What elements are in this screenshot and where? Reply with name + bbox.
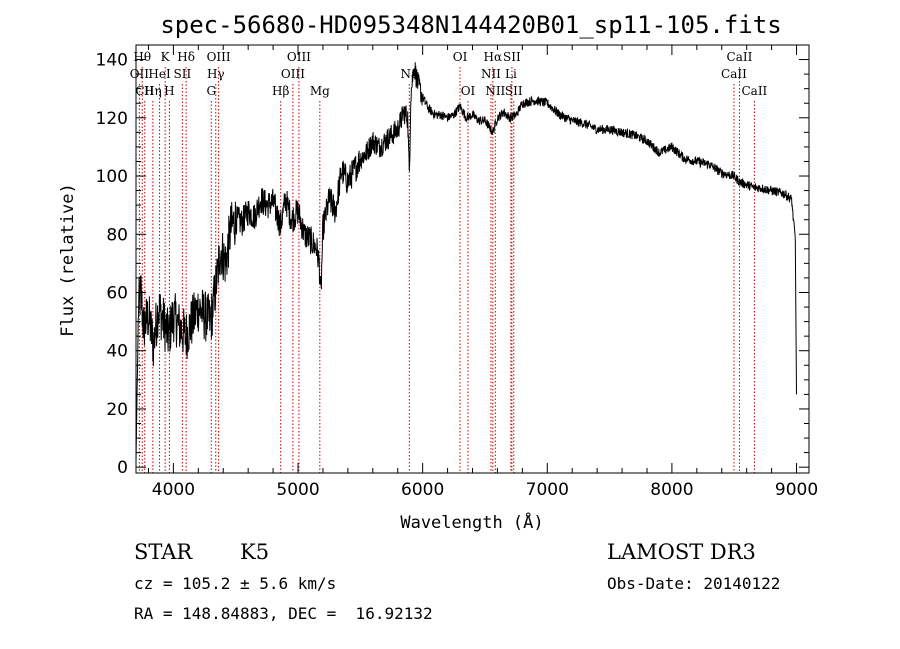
survey-name: LAMOST DR3 [607,540,756,564]
y-tick-label: 60 [106,283,128,303]
line-marker-label: Hη [144,84,162,98]
line-marker-label: SII [503,50,521,64]
y-tick-label: 40 [106,342,128,362]
y-axis-ticks: 0 20 40 60 80 100 120 140 [96,51,809,478]
emission-line-labels: OIIHθCIIHηHeIKHSIIHδGHγOIIIHβOIIIOIIIMgN… [130,50,768,98]
object-class: STAR [134,540,193,564]
line-marker-label: OI [461,84,476,98]
line-marker-label: Hα [484,50,503,64]
redshift-readout: cz = 105.2 ± 5.6 km/s [134,574,336,593]
line-marker-label: K [161,50,171,64]
spectrum-line [135,62,797,462]
line-marker-label: CaII [741,84,767,98]
x-tick-label: 5000 [276,480,319,500]
line-marker-label: SII [505,84,523,98]
x-tick-label: 9000 [775,480,818,500]
chart-title: spec-56680-HD095348N144420B01_sp11-105.f… [160,11,781,39]
line-marker-label: Hγ [207,67,225,81]
line-marker-label: HeI [148,67,171,81]
line-marker-label: CaII [727,50,753,64]
line-marker-label: Hθ [133,50,151,64]
object-subclass: K5 [240,540,269,564]
line-marker-label: SII [174,67,192,81]
y-tick-label: 140 [96,51,128,71]
x-tick-label: 7000 [526,480,569,500]
line-marker-label: Hδ [177,50,195,64]
line-marker-label: OIII [281,67,305,81]
y-axis-label: Flux (relative) [58,183,78,337]
line-marker-label: Hβ [272,84,289,98]
x-axis-ticks: 4000 5000 6000 7000 8000 9000 [147,45,818,500]
line-marker-label: Mg [310,84,330,98]
line-marker-label: NII [481,67,501,81]
line-marker-label: H [164,84,174,98]
line-marker-label: OI [453,50,468,64]
coordinates-readout: RA = 148.84883, DEC = 16.92132 [134,604,433,623]
line-marker-label: NII [485,84,505,98]
line-marker-label: Li [505,67,517,81]
x-tick-label: 6000 [401,480,444,500]
y-tick-label: 120 [96,109,128,129]
x-axis-label: Wavelength (Å) [400,511,543,533]
line-marker-label: G [206,84,216,98]
y-tick-label: 80 [106,225,128,245]
x-tick-label: 8000 [650,480,693,500]
line-marker-label: OIII [207,50,231,64]
line-marker-label: OIII [287,50,311,64]
x-tick-label: 4000 [152,480,195,500]
obs-date-readout: Obs-Date: 20140122 [607,574,780,593]
y-tick-label: 20 [106,400,128,420]
plot-frame [135,44,810,474]
line-marker-label: CaII [721,67,747,81]
y-tick-label: 100 [96,167,128,187]
emission-line-markers [138,67,755,473]
line-marker-label: CII [135,84,154,98]
y-tick-label: 0 [117,458,128,478]
